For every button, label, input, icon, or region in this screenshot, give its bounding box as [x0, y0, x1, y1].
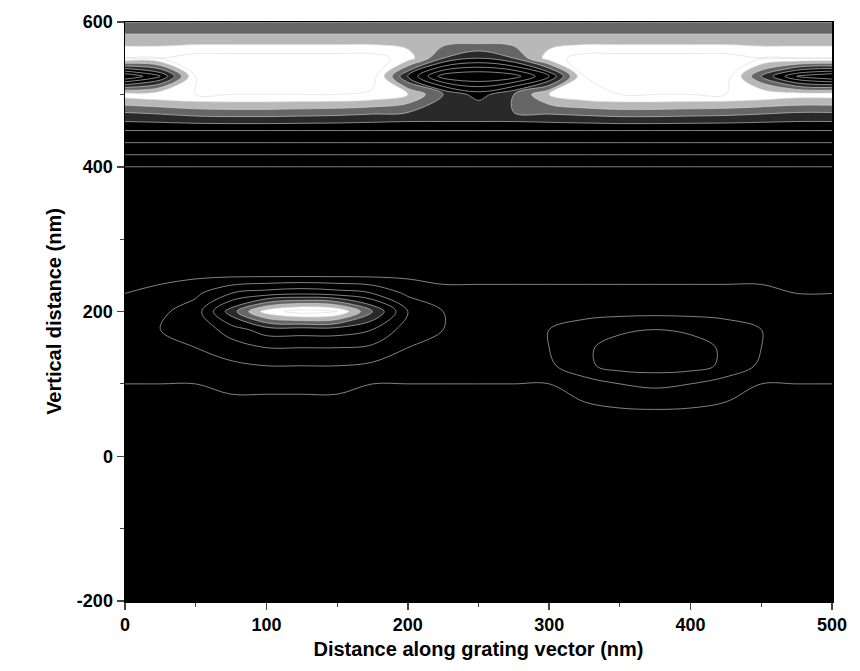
- svg-text:0: 0: [103, 447, 113, 467]
- svg-text:200: 200: [393, 615, 423, 635]
- svg-text:Distance along grating vector: Distance along grating vector (nm): [313, 638, 643, 660]
- svg-text:500: 500: [817, 615, 847, 635]
- svg-text:200: 200: [83, 302, 113, 322]
- svg-text:-200: -200: [77, 591, 113, 611]
- svg-text:Vertical distance (nm): Vertical distance (nm): [43, 208, 65, 415]
- svg-text:0: 0: [120, 615, 130, 635]
- svg-text:400: 400: [676, 615, 706, 635]
- svg-text:400: 400: [83, 157, 113, 177]
- svg-text:300: 300: [534, 615, 564, 635]
- svg-text:600: 600: [83, 12, 113, 32]
- svg-text:100: 100: [251, 615, 281, 635]
